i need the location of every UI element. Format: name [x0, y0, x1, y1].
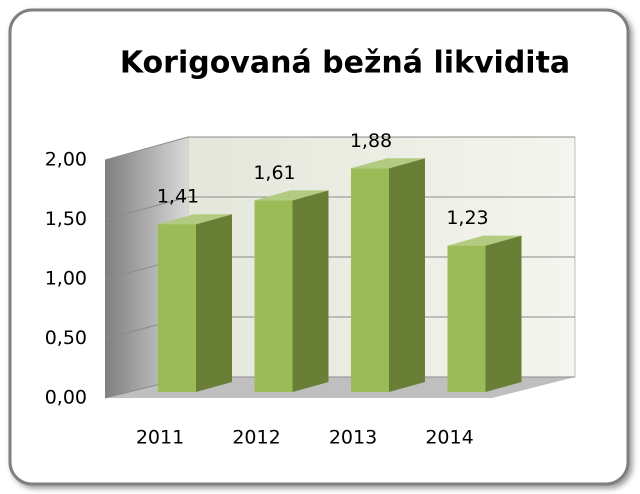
bar-side: [485, 235, 522, 392]
y-tick-label: 2,00: [45, 149, 87, 171]
bar: [158, 224, 196, 392]
grid-line: [104, 136, 189, 161]
value-label: 1,41: [157, 186, 199, 208]
bar-top: [447, 235, 522, 246]
bar-side: [196, 214, 232, 392]
bar-top: [158, 214, 232, 225]
y-tick-label: 0,50: [45, 327, 87, 349]
x-tick-label: 2014: [425, 427, 473, 449]
x-tick-label: 2011: [136, 427, 184, 449]
bars: [158, 158, 522, 392]
y-tick-label: 1,00: [45, 268, 87, 290]
x-tick-label: 2013: [329, 427, 377, 449]
x-tick-label: 2012: [232, 427, 280, 449]
bar: [254, 200, 293, 392]
y-tick-label: 1,50: [45, 208, 87, 230]
bar-side: [292, 190, 329, 392]
bar-side: [389, 158, 425, 392]
bar-top: [254, 190, 329, 201]
bar: [351, 168, 389, 392]
chart-title: Korigovaná bežná likvidita: [120, 46, 570, 81]
bar-top: [351, 158, 425, 169]
grid-line: [104, 196, 189, 220]
value-label: 1,23: [446, 207, 488, 229]
y-tick-label: 0,00: [45, 387, 87, 409]
value-label: 1,88: [350, 130, 392, 152]
bar: [447, 245, 486, 392]
value-label: 1,61: [253, 162, 295, 184]
